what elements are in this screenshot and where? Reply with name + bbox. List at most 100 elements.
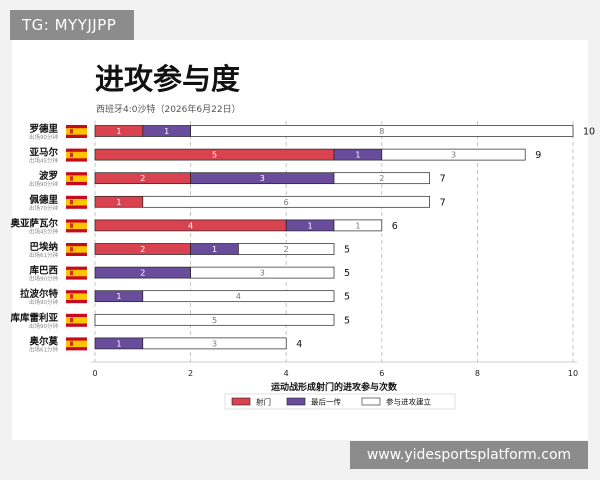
spain-flag-icon: [66, 313, 87, 327]
spain-flag-icon: [66, 148, 87, 162]
player-name: 佩德里: [29, 194, 58, 206]
flag-stripe: [66, 199, 87, 206]
grid-lines: [94, 121, 574, 362]
build-up-bar: [381, 148, 526, 161]
flag-emblem: [70, 176, 73, 181]
segment-label: 2: [140, 245, 145, 254]
x-axis: 0 2 4 6 8 10: [91, 361, 578, 378]
total-label: 5: [344, 315, 350, 326]
segment-label: 3: [451, 151, 456, 160]
player-minutes: 出场90分钟: [29, 180, 58, 188]
build-up-bar: [142, 290, 335, 303]
total-label: 10: [583, 127, 595, 138]
total-label: 7: [440, 174, 446, 185]
segment-label: 2: [140, 174, 145, 183]
build-up-bar: [333, 219, 383, 232]
build-up-bar: [142, 195, 430, 208]
segment-label: 1: [308, 221, 313, 230]
segment-label: 2: [140, 269, 145, 278]
total-label: 5: [344, 245, 350, 256]
chart-card: [12, 40, 588, 440]
flag-emblem: [70, 317, 73, 323]
segment-label: 5: [212, 151, 217, 160]
build-up-bar: [142, 337, 287, 350]
player-name: 奥尔莫: [28, 335, 58, 347]
legend-label: 最后一传: [311, 397, 341, 407]
segment-label: 8: [379, 127, 384, 136]
player-name: 奥亚萨瓦尔: [9, 217, 58, 229]
x-tick-label: 8: [475, 369, 480, 378]
flag-emblem: [70, 199, 73, 205]
flag-emblem: [70, 152, 73, 158]
total-label: 9: [535, 150, 541, 161]
spain-flag-icon: [66, 125, 87, 138]
flag-emblem: [70, 247, 73, 252]
total-label: 5: [344, 292, 350, 303]
segment-label: 1: [116, 198, 121, 207]
spain-flag-icon: [66, 290, 87, 304]
x-axis-label: 运动战形成射门的进攻参与次数: [271, 381, 398, 393]
segment-label: 1: [355, 221, 360, 230]
segment-label: 5: [212, 316, 217, 325]
chart-title: 进攻参与度: [95, 62, 240, 96]
flag-stripe: [66, 151, 87, 159]
player-minutes: 出场61分钟: [29, 345, 58, 353]
player-minutes: 出场61分钟: [29, 251, 58, 259]
flag-stripe: [66, 222, 87, 230]
build-up-bar: [190, 266, 335, 279]
flag-stripe: [66, 128, 87, 135]
player-name: 库库雷利亚: [9, 312, 58, 324]
segment-label: 2: [379, 174, 384, 183]
player-minutes: 出场90分钟: [29, 322, 58, 330]
segment-label: 3: [212, 339, 217, 348]
segment-label: 1: [355, 151, 360, 160]
flag-emblem: [70, 223, 73, 228]
build-up-bar: [190, 125, 574, 137]
spain-flag-icon: [66, 266, 87, 280]
segment-label: 3: [260, 174, 265, 183]
flag-stripe: [66, 340, 87, 348]
x-tick-label: 0: [92, 369, 97, 378]
x-tick-label: 2: [188, 369, 193, 378]
spain-flag-icon: [66, 172, 87, 186]
segment-label: 3: [260, 269, 265, 278]
segment-label: 1: [116, 127, 121, 136]
segment-label: 1: [116, 339, 121, 348]
player-minutes: 出场90分钟: [29, 133, 58, 141]
total-label: 5: [344, 268, 350, 279]
flag-emblem: [70, 129, 73, 134]
player-name: 拉波尔特: [20, 288, 59, 300]
legend-box: [224, 393, 456, 410]
player-name: 罗德里: [29, 123, 58, 135]
flag-stripe: [66, 246, 87, 253]
player-minutes: 出场45分钟: [29, 227, 58, 235]
player-name: 巴埃纳: [29, 241, 58, 253]
player-minutes: 出场90分钟: [29, 298, 58, 306]
spain-flag-icon: [66, 195, 87, 209]
spain-flag-icon: [66, 219, 87, 233]
player-name: 库巴西: [28, 265, 58, 277]
x-tick-label: 6: [379, 369, 384, 378]
flag-emblem: [70, 270, 73, 276]
segment-label: 1: [116, 292, 121, 301]
build-up-bar: [94, 313, 335, 326]
player-minutes: 出场90分钟: [29, 275, 58, 283]
segment-label: 1: [164, 127, 169, 136]
build-up-bar: [333, 172, 430, 185]
legend-swatch: [286, 397, 306, 406]
segment-label: 2: [284, 245, 289, 254]
x-tick-label: 10: [568, 369, 578, 378]
player-name: 亚马尔: [29, 147, 58, 159]
flag-stripe: [66, 175, 87, 182]
